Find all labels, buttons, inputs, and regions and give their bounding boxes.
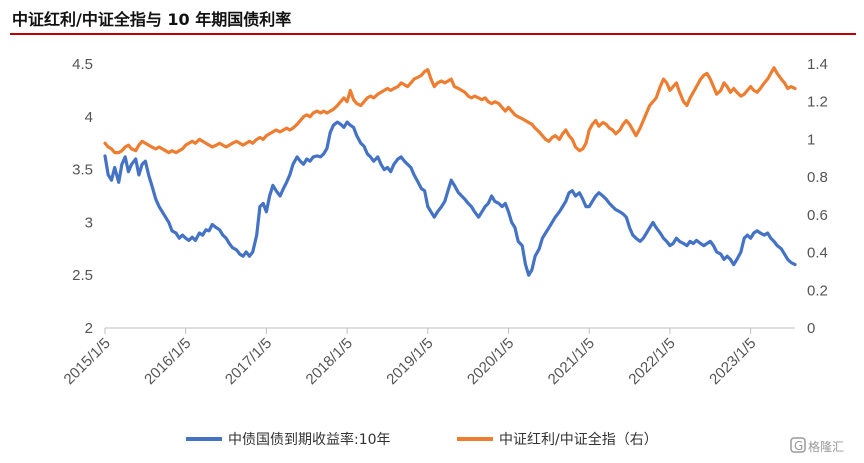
- series-line-bond-yield: [103, 120, 797, 277]
- legend-label: 中债国债到期收益率:10年: [228, 431, 391, 448]
- glh-logo-icon: [790, 437, 806, 453]
- y-left-tick-label: 3.5: [72, 162, 93, 179]
- glh-logo-glyph: G: [794, 439, 803, 453]
- y-right-tick-label: 0.6: [807, 207, 828, 224]
- y-right-tick-label: 0: [807, 320, 815, 337]
- y-right-tick-label: 1.2: [807, 94, 828, 111]
- x-tick-label: 2022/1/5: [625, 335, 678, 388]
- y-right-tick-label: 0.4: [807, 245, 828, 262]
- title-divider: [10, 33, 856, 35]
- series-line-dividend-ratio: [103, 66, 797, 155]
- y-right-tick-label: 1.4: [807, 56, 828, 73]
- chart-series: [103, 66, 797, 277]
- watermark: G 格隆汇: [790, 437, 844, 454]
- x-tick-label: 2015/1/5: [61, 335, 114, 388]
- y-left-tick-label: 3: [85, 214, 93, 231]
- chart-legend: 中债国债到期收益率:10年 中证红利/中证全指（右）: [186, 431, 658, 448]
- y-left-tick-label: 2.5: [72, 267, 93, 284]
- x-tick-label: 2020/1/5: [464, 335, 517, 388]
- x-tick-label: 2021/1/5: [545, 335, 598, 388]
- y-right-tick-label: 1: [807, 131, 815, 148]
- y-left-tick-label: 2: [85, 320, 93, 337]
- x-tick-label: 2018/1/5: [303, 335, 356, 388]
- x-tick-label: 2017/1/5: [222, 335, 275, 388]
- x-tick-label: 2019/1/5: [383, 335, 436, 388]
- watermark-text: 格隆汇: [808, 439, 844, 454]
- chart-axes: 2015/1/5 2016/1/5 2017/1/5 2018/1/5 2019/1/5…: [61, 56, 828, 388]
- y-left-tick-label: 4: [85, 109, 93, 126]
- y-right-tick-label: 0.8: [807, 169, 828, 186]
- x-tick-label: 2023/1/5: [706, 335, 759, 388]
- y-left-tick-label: 4.5: [72, 56, 93, 73]
- legend-label: 中证红利/中证全指（右）: [499, 431, 658, 448]
- page-title: 中证红利/中证全指与 10 年期国债利率: [12, 10, 292, 29]
- y-right-tick-label: 0.2: [807, 282, 828, 299]
- x-tick-label: 2016/1/5: [141, 335, 194, 388]
